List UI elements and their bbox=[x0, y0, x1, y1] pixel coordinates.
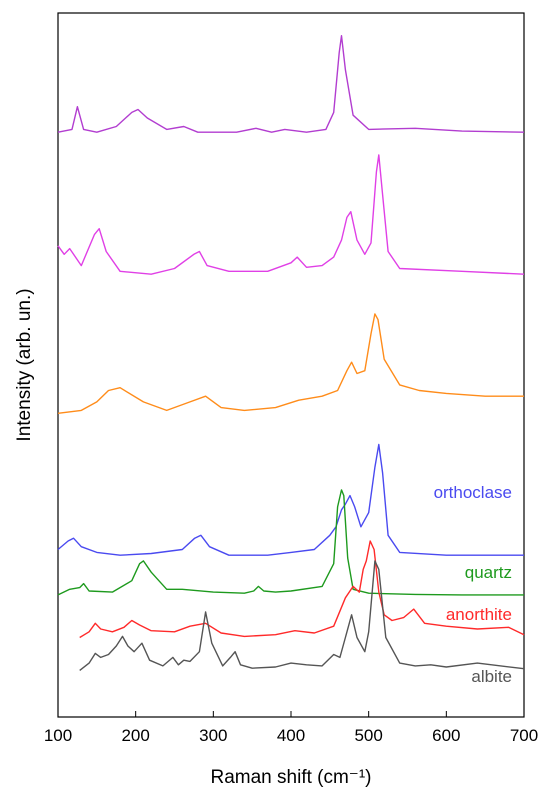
x-tick-label: 600 bbox=[432, 726, 460, 745]
series-label-layer: orthoclase quartz anorthite albite bbox=[434, 483, 512, 686]
series-label-quartz: quartz bbox=[465, 563, 512, 582]
y-axis-title: Intensity (arb. un.) bbox=[14, 288, 35, 441]
x-tick-label: 500 bbox=[354, 726, 382, 745]
series-layer bbox=[57, 35, 525, 671]
x-tick-label: 700 bbox=[510, 726, 538, 745]
series-line-spectrum-1 bbox=[57, 35, 525, 133]
x-tick-layer: 100 200 300 400 500 600 700 bbox=[44, 711, 538, 745]
series-line-anorthite bbox=[79, 540, 525, 639]
series-line-spectrum-2 bbox=[57, 154, 525, 275]
series-line-spectrum-3 bbox=[57, 313, 524, 414]
x-tick-label: 100 bbox=[44, 726, 72, 745]
series-line-quartz bbox=[57, 489, 524, 596]
x-tick-label: 400 bbox=[277, 726, 305, 745]
series-line-orthoclase bbox=[57, 443, 524, 556]
x-tick-label: 200 bbox=[121, 726, 149, 745]
x-axis-title: Raman shift (cm⁻¹) bbox=[211, 767, 372, 788]
series-label-orthoclase: orthoclase bbox=[434, 483, 512, 502]
series-label-albite: albite bbox=[471, 667, 512, 686]
series-line-albite bbox=[79, 560, 525, 671]
x-tick-label: 300 bbox=[199, 726, 227, 745]
series-label-anorthite: anorthite bbox=[446, 605, 512, 624]
